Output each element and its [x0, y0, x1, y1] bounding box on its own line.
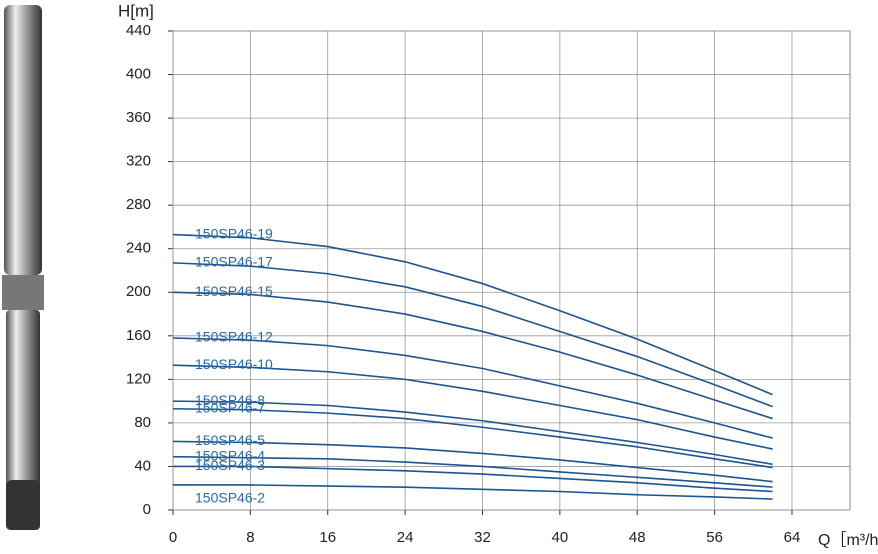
- y-tick-label: 440: [126, 22, 151, 39]
- curve: [172, 407, 773, 469]
- pump-image: [2, 5, 44, 530]
- series-label: 150SP46-19: [195, 225, 273, 241]
- y-tick-label: 280: [126, 196, 151, 213]
- plot-frame: [172, 30, 851, 511]
- x-tick-label: 8: [246, 529, 254, 546]
- x-tick-label: 32: [474, 529, 491, 546]
- x-tick-label: 0: [169, 529, 177, 546]
- x-tick-label: 40: [552, 529, 569, 546]
- series-label: 150SP46-17: [195, 254, 273, 270]
- x-tick-label: 64: [784, 529, 801, 546]
- curve: [172, 337, 773, 439]
- series-label: 150SP46-12: [195, 329, 273, 345]
- y-tick-label: 360: [126, 109, 151, 126]
- series-label: 150SP46-2: [195, 490, 265, 506]
- x-tick-label: 56: [706, 529, 723, 546]
- series-label: 150SP46-8: [195, 392, 265, 408]
- curve: [172, 440, 773, 483]
- curve: [173, 465, 773, 493]
- x-axis-title: Q［m³/h］: [818, 531, 878, 549]
- y-tick-label: 80: [134, 414, 151, 431]
- y-tick-label: 240: [126, 240, 151, 257]
- series-label: 150SP46-7: [195, 399, 265, 415]
- series-label: 150SP46-10: [195, 356, 273, 372]
- y-tick-label: 120: [126, 370, 151, 387]
- y-tick-label: 400: [126, 66, 151, 83]
- y-tick-label: 200: [126, 283, 151, 300]
- y-tick-label: 320: [126, 153, 151, 170]
- curve: [172, 262, 773, 408]
- curve: [172, 233, 773, 396]
- y-tick-label: 160: [126, 327, 151, 344]
- y-tick-label: 40: [134, 457, 151, 474]
- x-tick-label: 16: [319, 529, 336, 546]
- series-label: 150SP46-5: [195, 432, 265, 448]
- curve: [172, 291, 773, 420]
- curve: [173, 484, 773, 500]
- x-tick-label: 48: [629, 529, 646, 546]
- x-tick-label: 24: [397, 529, 414, 546]
- y-tick-label: 0: [143, 501, 151, 518]
- curve: [172, 364, 773, 450]
- curve: [172, 400, 773, 466]
- y-axis-title: H[m]: [118, 1, 154, 20]
- series-label: 150SP46-4: [195, 447, 265, 463]
- series-label: 150SP46-15: [195, 283, 273, 299]
- series-label: 150SP46-3: [195, 457, 265, 473]
- curve: [172, 455, 773, 488]
- plot: 0 40 80 120 160 200 240 280 320 360 400 440 0 8 16 24 32…: [126, 22, 851, 546]
